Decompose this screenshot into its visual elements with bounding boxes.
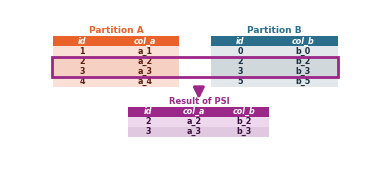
Text: b_2: b_2 [296,57,311,66]
Text: 2: 2 [146,117,151,126]
Text: a_4: a_4 [138,77,153,86]
Bar [211,76,269,87]
Bar [111,46,180,57]
Text: b_3: b_3 [237,127,252,136]
Bar [219,117,269,127]
Bar [269,66,338,76]
Bar [53,76,111,87]
Text: a_2: a_2 [138,57,153,66]
Text: 2: 2 [237,57,243,66]
Text: id: id [78,37,87,46]
Text: Partition B: Partition B [247,26,302,35]
Bar [269,46,338,57]
Text: col_b: col_b [292,37,315,46]
Text: 1: 1 [80,47,85,56]
Bar [111,57,180,66]
Text: 3: 3 [80,67,85,76]
Bar [128,106,169,117]
Text: a_2: a_2 [186,117,201,126]
Text: col_a: col_a [183,107,205,116]
Text: 2: 2 [80,57,85,66]
Bar [53,57,111,66]
Text: a_3: a_3 [186,127,201,136]
Text: 3: 3 [237,67,243,76]
Bar [53,66,111,76]
Bar [111,76,180,87]
Text: b_0: b_0 [296,47,311,56]
Text: Result of PSI: Result of PSI [168,97,229,106]
Text: id: id [144,107,153,116]
Bar [211,36,269,46]
Bar [53,36,111,46]
Bar [128,127,169,136]
Bar [169,106,219,117]
Bar [211,57,269,66]
Bar [269,36,338,46]
Text: Partition A: Partition A [89,26,144,35]
Text: b_3: b_3 [296,67,311,76]
Text: 4: 4 [80,77,85,86]
Text: b_5: b_5 [296,77,311,86]
Text: col_a: col_a [134,37,157,46]
Text: 3: 3 [146,127,151,136]
Bar [53,46,111,57]
Bar [219,127,269,136]
Text: col_b: col_b [233,107,256,116]
Bar [211,46,269,57]
Text: 0: 0 [237,47,243,56]
Text: a_1: a_1 [138,47,153,56]
Bar [169,127,219,136]
Bar [269,76,338,87]
Bar [219,106,269,117]
Bar [211,66,269,76]
Text: id: id [236,37,244,46]
Bar [169,117,219,127]
Text: 5: 5 [237,77,243,86]
Text: b_2: b_2 [237,117,252,126]
Text: a_3: a_3 [138,67,153,76]
Bar [269,57,338,66]
Bar [128,117,169,127]
Bar [111,36,180,46]
Bar [111,66,180,76]
